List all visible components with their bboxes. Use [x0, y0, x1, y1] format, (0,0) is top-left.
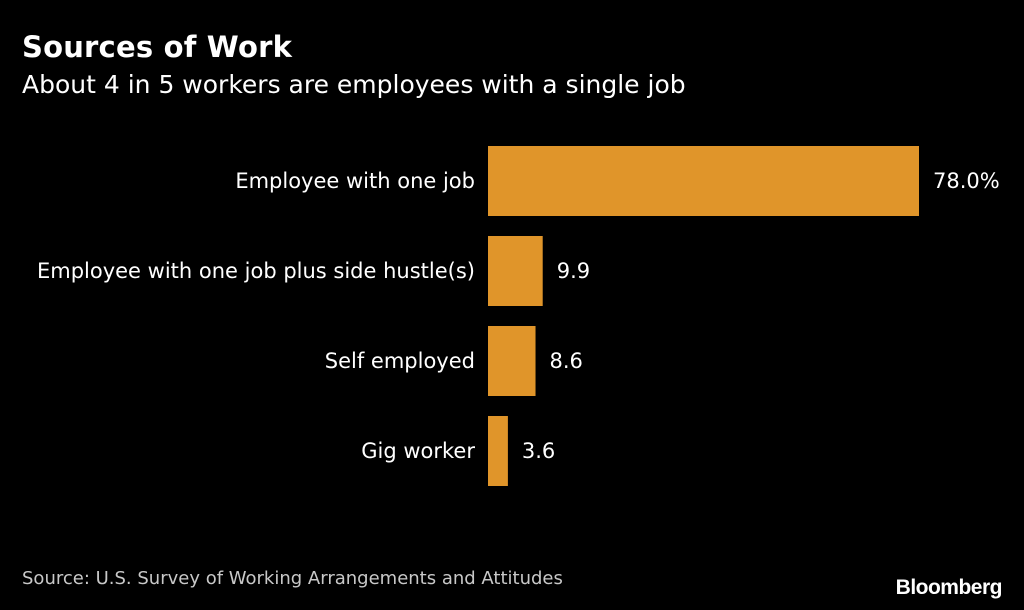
category-label: Employee with one job	[235, 169, 475, 193]
bars-layer: Employee with one job 78.0% Employee with …	[37, 146, 1000, 486]
bar-2	[488, 326, 536, 396]
value-label: 8.6	[550, 349, 583, 373]
category-label: Employee with one job plus side hustle(s…	[37, 259, 475, 283]
source-note: Source: U.S. Survey of Working Arrangeme…	[22, 568, 563, 589]
bloomberg-logo: Bloomberg	[895, 576, 1003, 599]
category-label: Self employed	[325, 349, 475, 373]
bar-0	[488, 146, 919, 216]
chart-title: Sources of Work	[22, 30, 293, 64]
value-label: 3.6	[522, 439, 555, 463]
bar-3	[488, 416, 508, 486]
value-label: 9.9	[557, 259, 590, 283]
value-label: 78.0%	[933, 169, 1000, 193]
category-label: Gig worker	[361, 439, 475, 463]
bar-1	[488, 236, 543, 306]
chart-subtitle: About 4 in 5 workers are employees with …	[22, 70, 686, 99]
